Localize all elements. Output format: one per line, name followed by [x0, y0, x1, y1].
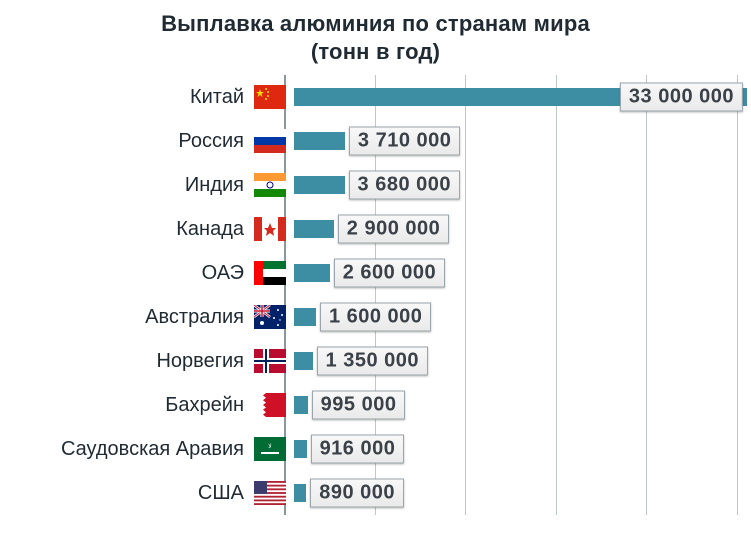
flag-us-icon	[254, 481, 286, 505]
chart-title-line1: Выплавка алюминия по странам мира	[14, 10, 737, 38]
plot-cell: 916 000	[294, 427, 737, 471]
flag-au-icon	[254, 305, 286, 329]
chart-row: США 890 000	[14, 471, 737, 515]
value-label: 3 710 000	[349, 127, 460, 156]
chart-row: Россия 3 710 000	[14, 119, 737, 163]
chart-row: Китай 33 000 000	[14, 75, 737, 119]
value-label: 2 900 000	[338, 215, 449, 244]
plot-cell: 1 350 000	[294, 339, 737, 383]
flag-bh-icon	[254, 393, 286, 417]
value-label: 890 000	[310, 479, 404, 508]
country-label: Китай	[14, 86, 254, 109]
chart-row: Норвегия 1 350 000	[14, 339, 737, 383]
country-label: Австралия	[14, 306, 254, 329]
svg-text:لا: لا	[268, 443, 271, 450]
bar	[294, 308, 316, 326]
flag-cn-icon	[254, 85, 286, 109]
country-label: ОАЭ	[14, 262, 254, 285]
value-label: 995 000	[312, 391, 406, 420]
bar	[294, 264, 330, 282]
flag-ae-icon	[254, 261, 286, 285]
flag-no-icon	[254, 349, 286, 373]
bar	[294, 220, 334, 238]
flag-sa-icon: لا	[254, 437, 286, 461]
country-label: Бахрейн	[14, 394, 254, 417]
chart-title-line2: (тонн в год)	[14, 38, 737, 66]
value-label: 33 000 000	[620, 83, 743, 112]
chart-row: Канада 2 900 000	[14, 207, 737, 251]
chart-row: Саудовская Аравия لا 916 000	[14, 427, 737, 471]
country-label: Россия	[14, 130, 254, 153]
bar	[294, 176, 345, 194]
chart-row: Австралия 1 600 000	[14, 295, 737, 339]
plot-cell: 2 900 000	[294, 207, 737, 251]
value-label: 1 600 000	[320, 303, 431, 332]
bar-chart: Китай 33 000 000 Россия 3 710 000 Индия 3 680…	[14, 75, 737, 515]
plot-cell: 33 000 000	[294, 75, 737, 119]
gridline	[737, 75, 738, 515]
country-label: Канада	[14, 218, 254, 241]
country-label: США	[14, 482, 254, 505]
bar	[294, 484, 306, 502]
value-label: 3 680 000	[349, 171, 460, 200]
chart-row: ОАЭ 2 600 000	[14, 251, 737, 295]
bar	[294, 396, 308, 414]
flag-ca-icon	[254, 217, 286, 241]
value-label: 916 000	[311, 435, 405, 464]
country-label: Индия	[14, 174, 254, 197]
chart-row: Бахрейн 995 000	[14, 383, 737, 427]
bar	[294, 132, 345, 150]
flag-in-icon	[254, 173, 286, 197]
plot-cell: 1 600 000	[294, 295, 737, 339]
value-label: 2 600 000	[334, 259, 445, 288]
value-label: 1 350 000	[317, 347, 428, 376]
plot-cell: 890 000	[294, 471, 737, 515]
chart-row: Индия 3 680 000	[14, 163, 737, 207]
plot-cell: 3 710 000	[294, 119, 737, 163]
plot-cell: 995 000	[294, 383, 737, 427]
plot-cell: 3 680 000	[294, 163, 737, 207]
country-label: Норвегия	[14, 350, 254, 373]
country-label: Саудовская Аравия	[14, 438, 254, 461]
chart-title: Выплавка алюминия по странам мира (тонн …	[14, 10, 737, 65]
bar	[294, 440, 307, 458]
bar	[294, 352, 313, 370]
flag-ru-icon	[254, 129, 286, 153]
plot-cell: 2 600 000	[294, 251, 737, 295]
